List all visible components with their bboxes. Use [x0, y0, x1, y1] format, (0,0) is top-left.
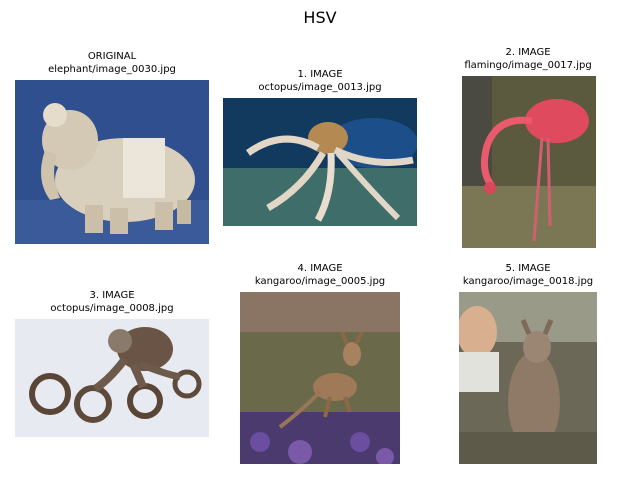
panel-label: 1. IMAGE — [297, 69, 343, 80]
panel-label: ORIGINAL — [87, 51, 137, 62]
image-octopus-1 — [223, 98, 417, 226]
panel-filename: elephant/image_0030.jpg — [48, 64, 176, 75]
panel-caption-5: 5. IMAGE kangaroo/image_0018.jpg — [428, 262, 628, 288]
panel-caption-3: 3. IMAGE octopus/image_0008.jpg — [12, 289, 212, 315]
panel-caption-2: 2. IMAGE flamingo/image_0017.jpg — [428, 46, 628, 72]
image-elephant — [15, 80, 209, 244]
panel-filename: flamingo/image_0017.jpg — [464, 60, 592, 71]
panel-filename: octopus/image_0013.jpg — [258, 82, 382, 93]
panel-caption-original: ORIGINAL elephant/image_0030.jpg — [12, 50, 212, 76]
panel-label: 4. IMAGE — [297, 263, 343, 274]
image-flamingo — [462, 76, 596, 248]
panel-filename: kangaroo/image_0018.jpg — [462, 276, 594, 287]
image-octopus-2 — [15, 319, 209, 437]
panel-label: 3. IMAGE — [89, 290, 135, 301]
image-kangaroo-2 — [459, 292, 597, 464]
panel-caption-1: 1. IMAGE octopus/image_0013.jpg — [220, 68, 420, 94]
figure-title: HSV — [303, 8, 337, 27]
image-kangaroo-1 — [240, 292, 400, 464]
panel-label: 5. IMAGE — [505, 263, 551, 274]
panel-label: 2. IMAGE — [505, 47, 551, 58]
panel-filename: kangaroo/image_0005.jpg — [254, 276, 386, 287]
panel-caption-4: 4. IMAGE kangaroo/image_0005.jpg — [220, 262, 420, 288]
panel-filename: octopus/image_0008.jpg — [50, 303, 174, 314]
